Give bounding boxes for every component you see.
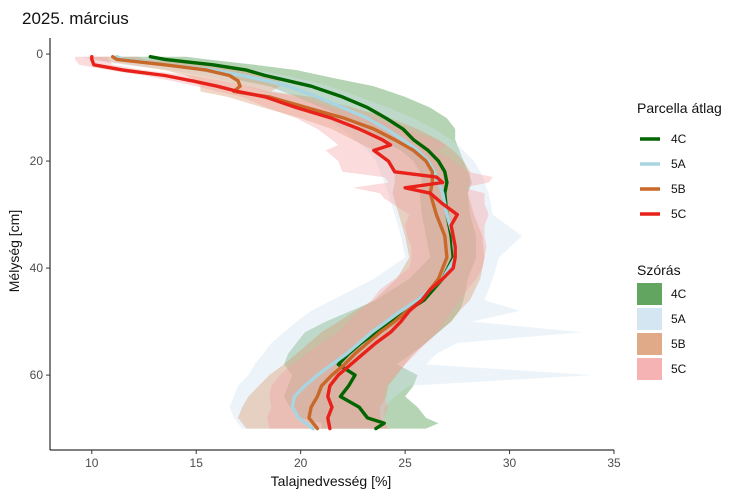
sd-band-5a <box>81 56 594 429</box>
axes: 10 15 20 25 30 35 0 20 40 60 <box>30 38 621 470</box>
legend-mean-label: 5B <box>671 182 686 196</box>
legend-sd-label: 4C <box>671 287 687 301</box>
chart-title: 2025. március <box>22 9 129 28</box>
y-tick-label: 20 <box>30 154 44 168</box>
mean-lines <box>90 55 459 431</box>
x-tick-label: 35 <box>607 456 621 470</box>
legend-mean-label: 5C <box>671 207 687 221</box>
x-tick-label: 30 <box>503 456 517 470</box>
legend-mean-label: 4C <box>671 132 687 146</box>
y-axis-title: Mélység [cm] <box>6 210 22 292</box>
legend: Parcella átlag Szórás 4C 4C 5A 5A 5B 5B 5C 5C <box>637 100 722 380</box>
legend-swatch-4c <box>637 283 662 305</box>
x-tick-label: 25 <box>398 456 412 470</box>
y-tick-label: 0 <box>36 47 43 61</box>
x-tick-label: 10 <box>85 456 99 470</box>
y-tick-label: 60 <box>30 368 44 382</box>
legend-mean-label: 5A <box>671 157 686 171</box>
x-tick-label: 20 <box>294 456 308 470</box>
legend-swatch-5b <box>637 333 662 355</box>
legend-swatch-5a <box>637 308 662 330</box>
x-tick-label: 15 <box>190 456 204 470</box>
y-tick-label: 40 <box>30 261 44 275</box>
legend-sd-label: 5A <box>671 312 686 326</box>
x-axis-title: Talajnedvesség [%] <box>271 473 392 489</box>
legend-sd-label: 5C <box>671 362 687 376</box>
legend-sd-label: 5B <box>671 337 686 351</box>
legend-swatch-5c <box>637 358 662 380</box>
mean-line-5c <box>90 55 459 431</box>
legend-mean-title: Parcella átlag <box>637 100 722 116</box>
legend-sd-title: Szórás <box>637 262 681 278</box>
